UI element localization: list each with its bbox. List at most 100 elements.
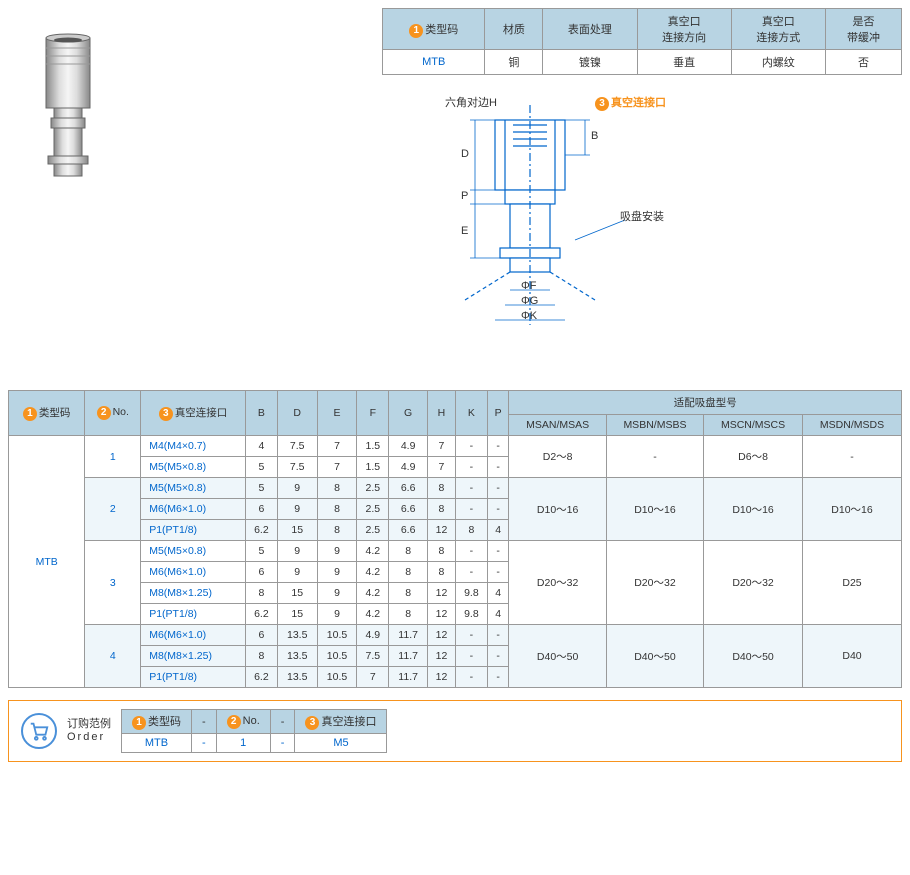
value-cell: 4 bbox=[245, 436, 277, 457]
label-vacuum-text: 真空连接口 bbox=[611, 97, 666, 109]
dim-g: ΦG bbox=[521, 295, 538, 307]
value-cell: 4.9 bbox=[357, 625, 389, 646]
small-table-header: 材质 bbox=[485, 9, 543, 50]
small-table-header: 表面处理 bbox=[543, 9, 637, 50]
connector-cell: M5(M5×0.8) bbox=[141, 478, 246, 499]
label-vacuum-port: 3真空连接口 bbox=[595, 94, 666, 111]
value-cell: 4.2 bbox=[357, 604, 389, 625]
small-table-header: 真空口连接方式 bbox=[731, 9, 825, 50]
circled-num-icon: 2 bbox=[227, 715, 241, 729]
value-cell: - bbox=[455, 436, 487, 457]
value-cell: 12 bbox=[428, 520, 456, 541]
small-table-cell: MTB bbox=[383, 50, 485, 75]
value-cell: 10.5 bbox=[317, 646, 357, 667]
no-cell: 3 bbox=[85, 541, 141, 625]
value-cell: 8 bbox=[245, 646, 277, 667]
value-cell: 6 bbox=[245, 562, 277, 583]
value-cell: - bbox=[455, 457, 487, 478]
value-cell: - bbox=[455, 541, 487, 562]
value-cell: 12 bbox=[428, 646, 456, 667]
value-cell: 8 bbox=[428, 478, 456, 499]
order-label-cn: 订购范例 bbox=[67, 718, 111, 731]
value-cell: 11.7 bbox=[389, 667, 428, 688]
value-cell: 9 bbox=[317, 541, 357, 562]
value-cell: 6 bbox=[245, 499, 277, 520]
connector-cell: M8(M8×1.25) bbox=[141, 583, 246, 604]
small-table-header: 真空口连接方向 bbox=[637, 9, 731, 50]
value-cell: 4.9 bbox=[389, 436, 428, 457]
order-header: - bbox=[192, 710, 217, 734]
value-cell: - bbox=[455, 646, 487, 667]
main-table-header: B bbox=[245, 391, 277, 436]
value-cell: 1.5 bbox=[357, 457, 389, 478]
fit-cell: D2～8 bbox=[509, 436, 606, 478]
connector-cell: M4(M4×0.7) bbox=[141, 436, 246, 457]
value-cell: 4.9 bbox=[389, 457, 428, 478]
small-table-header: 是否带缓冲 bbox=[825, 9, 901, 50]
fit-cell: D40～50 bbox=[606, 625, 703, 688]
value-cell: 7 bbox=[357, 667, 389, 688]
value-cell: - bbox=[487, 436, 509, 457]
value-cell: - bbox=[487, 562, 509, 583]
value-cell: - bbox=[455, 499, 487, 520]
value-cell: 4 bbox=[487, 520, 509, 541]
fit-cell: D40～50 bbox=[704, 625, 803, 688]
main-table-header: E bbox=[317, 391, 357, 436]
order-value: - bbox=[192, 734, 217, 753]
value-cell: 9.8 bbox=[455, 583, 487, 604]
value-cell: 12 bbox=[428, 667, 456, 688]
order-header: - bbox=[270, 710, 295, 734]
value-cell: 8 bbox=[428, 499, 456, 520]
main-table-subheader: MSDN/MSDS bbox=[802, 415, 901, 436]
value-cell: - bbox=[455, 478, 487, 499]
value-cell: 5 bbox=[245, 457, 277, 478]
main-table-header: F bbox=[357, 391, 389, 436]
value-cell: 8 bbox=[428, 541, 456, 562]
connector-cell: M8(M8×1.25) bbox=[141, 646, 246, 667]
circled-num-icon: 1 bbox=[132, 716, 146, 730]
value-cell: 7.5 bbox=[277, 436, 317, 457]
label-hex: 六角对边H bbox=[445, 94, 497, 110]
value-cell: 8 bbox=[317, 478, 357, 499]
value-cell: 15 bbox=[277, 583, 317, 604]
circled-num-icon: 2 bbox=[97, 406, 111, 420]
value-cell: 8 bbox=[245, 583, 277, 604]
value-cell: 2.5 bbox=[357, 478, 389, 499]
value-cell: 6.2 bbox=[245, 667, 277, 688]
order-table: 1类型码-2No.-3真空连接口 MTB-1-M5 bbox=[121, 709, 387, 753]
value-cell: 11.7 bbox=[389, 625, 428, 646]
fit-cell: D10～16 bbox=[704, 478, 803, 541]
value-cell: 10.5 bbox=[317, 667, 357, 688]
circled-num-icon: 1 bbox=[23, 407, 37, 421]
value-cell: 8 bbox=[389, 583, 428, 604]
value-cell: - bbox=[487, 646, 509, 667]
circled-num-icon: 1 bbox=[409, 24, 423, 38]
order-value: 1 bbox=[216, 734, 270, 753]
main-table-header: H bbox=[428, 391, 456, 436]
dim-f: ΦF bbox=[521, 280, 537, 292]
label-suction: 吸盘安装 bbox=[620, 208, 664, 224]
value-cell: 6.2 bbox=[245, 520, 277, 541]
connector-cell: P1(PT1/8) bbox=[141, 520, 246, 541]
small-table-cell: 镀镍 bbox=[543, 50, 637, 75]
dim-e: E bbox=[461, 225, 468, 237]
value-cell: 9 bbox=[317, 562, 357, 583]
value-cell: 5 bbox=[245, 541, 277, 562]
value-cell: 2.5 bbox=[357, 499, 389, 520]
table-row: 2M5(M5×0.8)5982.56.68--D10～16D10～16D10～1… bbox=[9, 478, 902, 499]
value-cell: 7.5 bbox=[357, 646, 389, 667]
order-example-box: 订购范例 Order 1类型码-2No.-3真空连接口 MTB-1-M5 bbox=[8, 700, 902, 762]
spec-summary-table: 1类型码材质表面处理真空口连接方向真空口连接方式是否带缓冲 MTB铜镀镍垂直内螺… bbox=[382, 8, 902, 75]
value-cell: 6.6 bbox=[389, 520, 428, 541]
value-cell: - bbox=[487, 478, 509, 499]
value-cell: 8 bbox=[389, 562, 428, 583]
circled-3-icon: 3 bbox=[595, 97, 609, 111]
main-table-header: D bbox=[277, 391, 317, 436]
fit-cell: - bbox=[802, 436, 901, 478]
fit-cell: D6～8 bbox=[704, 436, 803, 478]
value-cell: 4 bbox=[487, 604, 509, 625]
order-value: - bbox=[270, 734, 295, 753]
value-cell: - bbox=[455, 562, 487, 583]
value-cell: - bbox=[487, 625, 509, 646]
top-section: 1类型码材质表面处理真空口连接方向真空口连接方式是否带缓冲 MTB铜镀镍垂直内螺… bbox=[8, 8, 902, 370]
